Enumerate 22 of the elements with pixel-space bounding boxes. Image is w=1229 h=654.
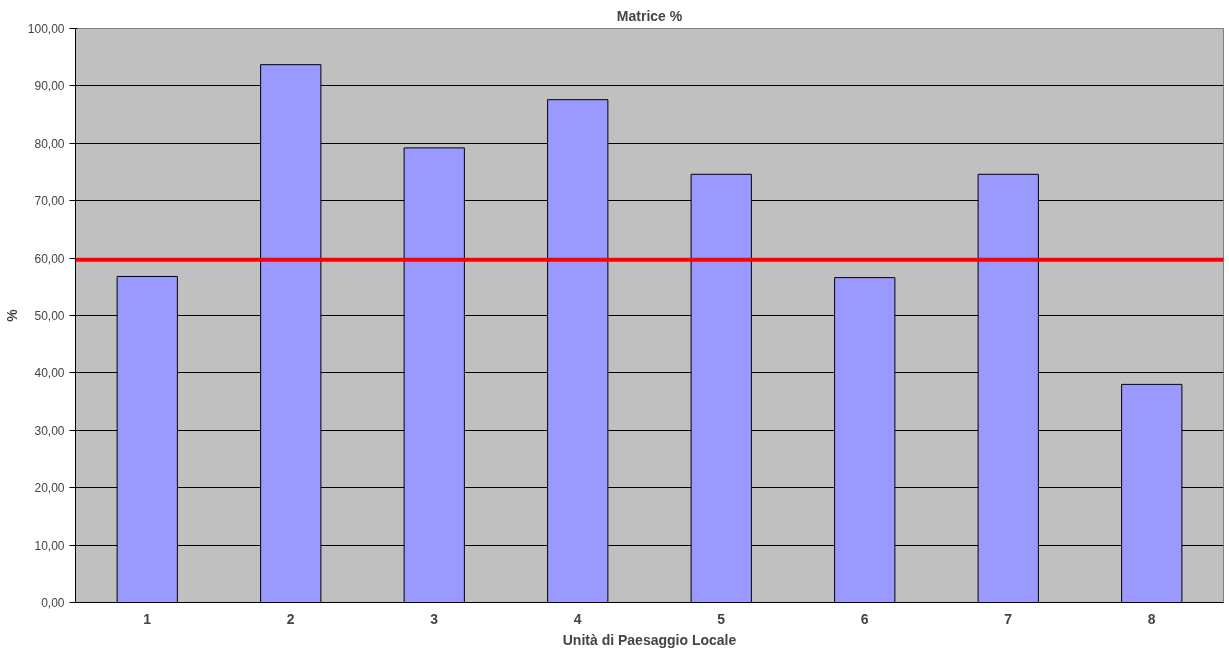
y-tick-label: 20,00 bbox=[34, 481, 65, 496]
y-axis-title: % bbox=[3, 308, 20, 322]
y-tick-label: 60,00 bbox=[34, 251, 65, 266]
x-tick-label: 8 bbox=[1147, 610, 1156, 627]
x-tick-label: 2 bbox=[286, 610, 295, 627]
y-tick-label: 0,00 bbox=[41, 596, 65, 610]
x-tick-label: 6 bbox=[860, 610, 869, 627]
y-tick-label: 10,00 bbox=[34, 538, 65, 553]
y-tick-label: 50,00 bbox=[34, 309, 65, 323]
y-tick-label: 70,00 bbox=[34, 194, 65, 209]
y-tick-label: 80,00 bbox=[34, 136, 65, 151]
x-tick-label: 5 bbox=[717, 610, 726, 627]
y-tick-label: 100,00 bbox=[27, 22, 65, 36]
chart-title: Matrice % bbox=[616, 7, 683, 24]
x-tick-label: 3 bbox=[430, 610, 439, 627]
y-tick-label: 30,00 bbox=[34, 423, 65, 438]
x-tick-label: 7 bbox=[1004, 610, 1013, 627]
x-tick-label: 4 bbox=[573, 610, 582, 627]
y-tick-label: 40,00 bbox=[34, 366, 65, 381]
x-tick-label: 1 bbox=[143, 610, 152, 627]
y-tick-label: 90,00 bbox=[34, 79, 65, 94]
x-axis-title: Unità di Paesaggio Locale bbox=[562, 631, 737, 648]
